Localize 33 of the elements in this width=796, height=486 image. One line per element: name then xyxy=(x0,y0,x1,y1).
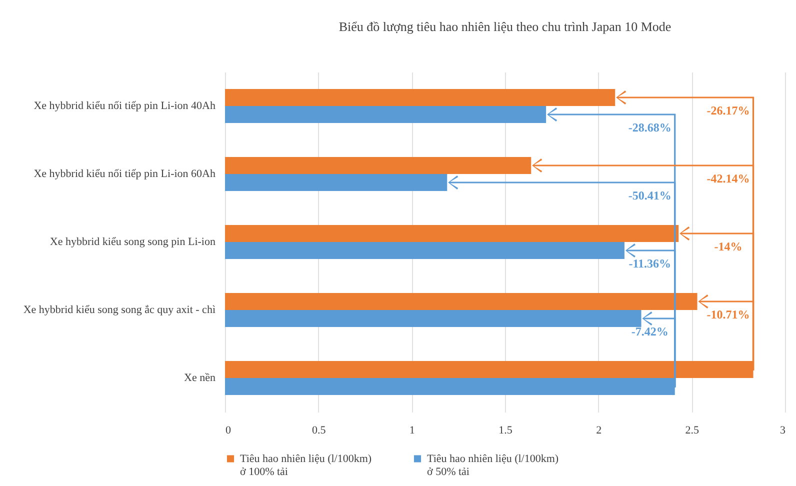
y-tick-label: Xe hybbrid kiểu nối tiếp pin Li-ion 60Ah xyxy=(34,168,216,180)
annotation: -28.68% xyxy=(628,120,672,134)
x-tick-label: 2.5 xyxy=(685,424,700,436)
annotation: -7.42% xyxy=(631,324,668,338)
bar xyxy=(225,89,616,106)
x-tick-label: 0 xyxy=(226,424,232,436)
bar xyxy=(225,157,532,174)
annotation: -11.36% xyxy=(628,256,672,270)
y-tick-label: Xe hybbrid kiểu song song pin Li-ion xyxy=(50,236,216,248)
annotation: -50.41% xyxy=(628,188,672,202)
bar xyxy=(225,310,642,327)
y-tick-label: Xe hybbrid kiểu nối tiếp pin Li-ion 40Ah xyxy=(34,100,216,112)
annotation: -10.71% xyxy=(706,308,750,322)
x-tick-label: 0.5 xyxy=(312,424,326,436)
annotation: -42.14% xyxy=(706,172,750,186)
y-tick-label: Xe hybbrid kiểu song song ắc quy axit - chì xyxy=(23,304,216,316)
chart-title: Biểu đồ lượng tiêu hao nhiên liệu theo chu trình Japan 10 Mode xyxy=(338,19,672,34)
bar xyxy=(225,378,675,395)
legend-label: Tiêu hao nhiên liệu (l/100km) ở 50% tải xyxy=(427,452,559,478)
bar xyxy=(225,361,754,378)
x-tick-label: 2 xyxy=(596,424,602,436)
bar xyxy=(225,225,679,242)
x-tick-label: 1 xyxy=(409,424,415,436)
bar xyxy=(225,242,624,259)
bar xyxy=(225,174,448,191)
bar xyxy=(225,106,546,123)
annotation: -26.17% xyxy=(706,104,750,118)
legend-label: Tiêu hao nhiên liệu (l/100km) ở 100% tải xyxy=(240,452,372,478)
y-tick-label: Xe nền xyxy=(184,372,216,384)
x-tick-label: 3 xyxy=(780,424,786,436)
bar xyxy=(225,293,698,310)
annotation: -14% xyxy=(714,240,742,254)
x-tick-label: 1.5 xyxy=(498,424,513,436)
